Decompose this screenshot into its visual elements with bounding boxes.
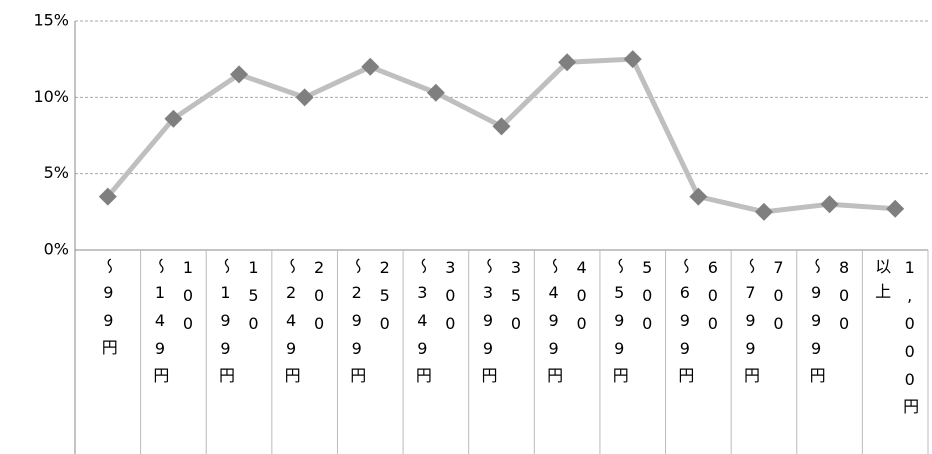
x-tick-label: 150 ～199円 bbox=[216, 258, 264, 392]
x-tick-cell: 800 ～999円 bbox=[797, 258, 863, 454]
y-tick-label: 5% bbox=[44, 163, 69, 182]
marker bbox=[361, 57, 380, 76]
x-tick-cell: 400 ～499円 bbox=[534, 258, 600, 454]
x-tick-cell: 1,000円 以上 bbox=[862, 258, 928, 454]
marker bbox=[98, 187, 117, 206]
x-tick-label: 250 ～299円 bbox=[347, 258, 395, 392]
x-tick-cell: 150 ～199円 bbox=[206, 258, 272, 454]
y-tick-label: 10% bbox=[33, 87, 69, 106]
x-tick-label: 700 ～799円 bbox=[740, 258, 788, 392]
x-tick-cell: 700 ～799円 bbox=[731, 258, 797, 454]
marker bbox=[426, 83, 445, 102]
marker bbox=[886, 199, 905, 218]
marker bbox=[230, 65, 249, 84]
x-tick-cell: 500 ～599円 bbox=[600, 258, 666, 454]
x-tick-cell: 300 ～349円 bbox=[403, 258, 469, 454]
x-tick-label: 200 ～249円 bbox=[281, 258, 329, 392]
x-tick-cell: 200 ～249円 bbox=[272, 258, 338, 454]
x-tick-cell: 350 ～399円 bbox=[469, 258, 535, 454]
x-tick-cell: 600 ～699円 bbox=[666, 258, 732, 454]
x-tick-cell: ～99円 bbox=[75, 258, 141, 454]
y-tick-label: 0% bbox=[44, 240, 69, 259]
x-tick-label: 300 ～349円 bbox=[412, 258, 460, 392]
x-tick-label: 400 ～499円 bbox=[544, 258, 592, 392]
x-tick-label: 500 ～599円 bbox=[609, 258, 657, 392]
marker bbox=[820, 195, 839, 214]
marker bbox=[623, 50, 642, 69]
line bbox=[105, 56, 896, 215]
marker bbox=[558, 53, 577, 72]
marker bbox=[492, 117, 511, 136]
x-tick-label: 600 ～699円 bbox=[675, 258, 723, 392]
y-tick-label: 15% bbox=[33, 11, 69, 30]
x-tick-label: 800 ～999円 bbox=[806, 258, 854, 392]
marker bbox=[295, 88, 314, 107]
x-tick-label: 1,000円 以上 bbox=[872, 258, 920, 423]
marker bbox=[164, 109, 183, 128]
x-tick-label: 100 ～149円 bbox=[150, 258, 198, 392]
marker bbox=[689, 187, 708, 206]
x-tick-cell: 100 ～149円 bbox=[141, 258, 207, 454]
x-tick-cell: 250 ～299円 bbox=[337, 258, 403, 454]
x-tick-label: ～99円 bbox=[98, 258, 118, 364]
marker bbox=[754, 202, 773, 221]
x-tick-label: 350 ～399円 bbox=[478, 258, 526, 392]
